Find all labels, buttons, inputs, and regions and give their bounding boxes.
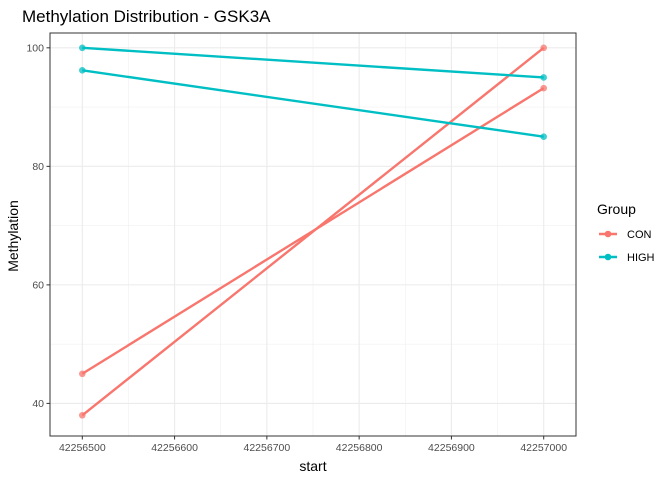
legend-key-point <box>604 253 612 261</box>
y-tick-label: 40 <box>32 398 44 410</box>
series-layer <box>78 44 548 419</box>
x-axis: 42256500 42256600 42256700 42256800 42256900… <box>59 436 567 454</box>
grid <box>50 33 576 436</box>
y-tick-label: 80 <box>32 161 44 173</box>
x-tick-label: 42256800 <box>336 442 383 454</box>
y-axis: 40 60 80 100 <box>26 43 50 410</box>
y-axis-title: Methylation <box>5 200 21 272</box>
x-axis-title: start <box>299 458 326 474</box>
legend-title: Group <box>597 201 636 217</box>
legend-label-high: HIGH <box>627 252 655 264</box>
data-point-high <box>540 74 548 81</box>
series-line-high <box>82 46 544 79</box>
legend: Group CON HIGH <box>597 201 655 264</box>
x-tick-label: 42256600 <box>151 442 198 454</box>
panel-border <box>49 32 577 437</box>
data-point-con <box>540 84 548 92</box>
data-point-con <box>540 44 548 52</box>
data-point-high <box>78 67 86 74</box>
x-tick-label: 42256500 <box>59 442 106 454</box>
data-point-con <box>78 370 86 378</box>
y-tick-label: 100 <box>26 43 44 55</box>
x-tick-label: 42256700 <box>244 442 291 454</box>
data-point-high <box>78 44 86 52</box>
chart-title: Methylation Distribution - GSK3A <box>22 7 271 26</box>
legend-key-point <box>604 230 612 238</box>
y-tick-label: 60 <box>32 280 44 292</box>
data-point-con <box>78 411 86 419</box>
data-point-high <box>540 133 548 141</box>
legend-label-con: CON <box>627 229 652 241</box>
x-tick-label: 42256900 <box>428 442 475 454</box>
series-line-con <box>81 46 545 417</box>
series-line-high <box>82 69 544 138</box>
x-tick-label: 42257000 <box>520 442 567 454</box>
